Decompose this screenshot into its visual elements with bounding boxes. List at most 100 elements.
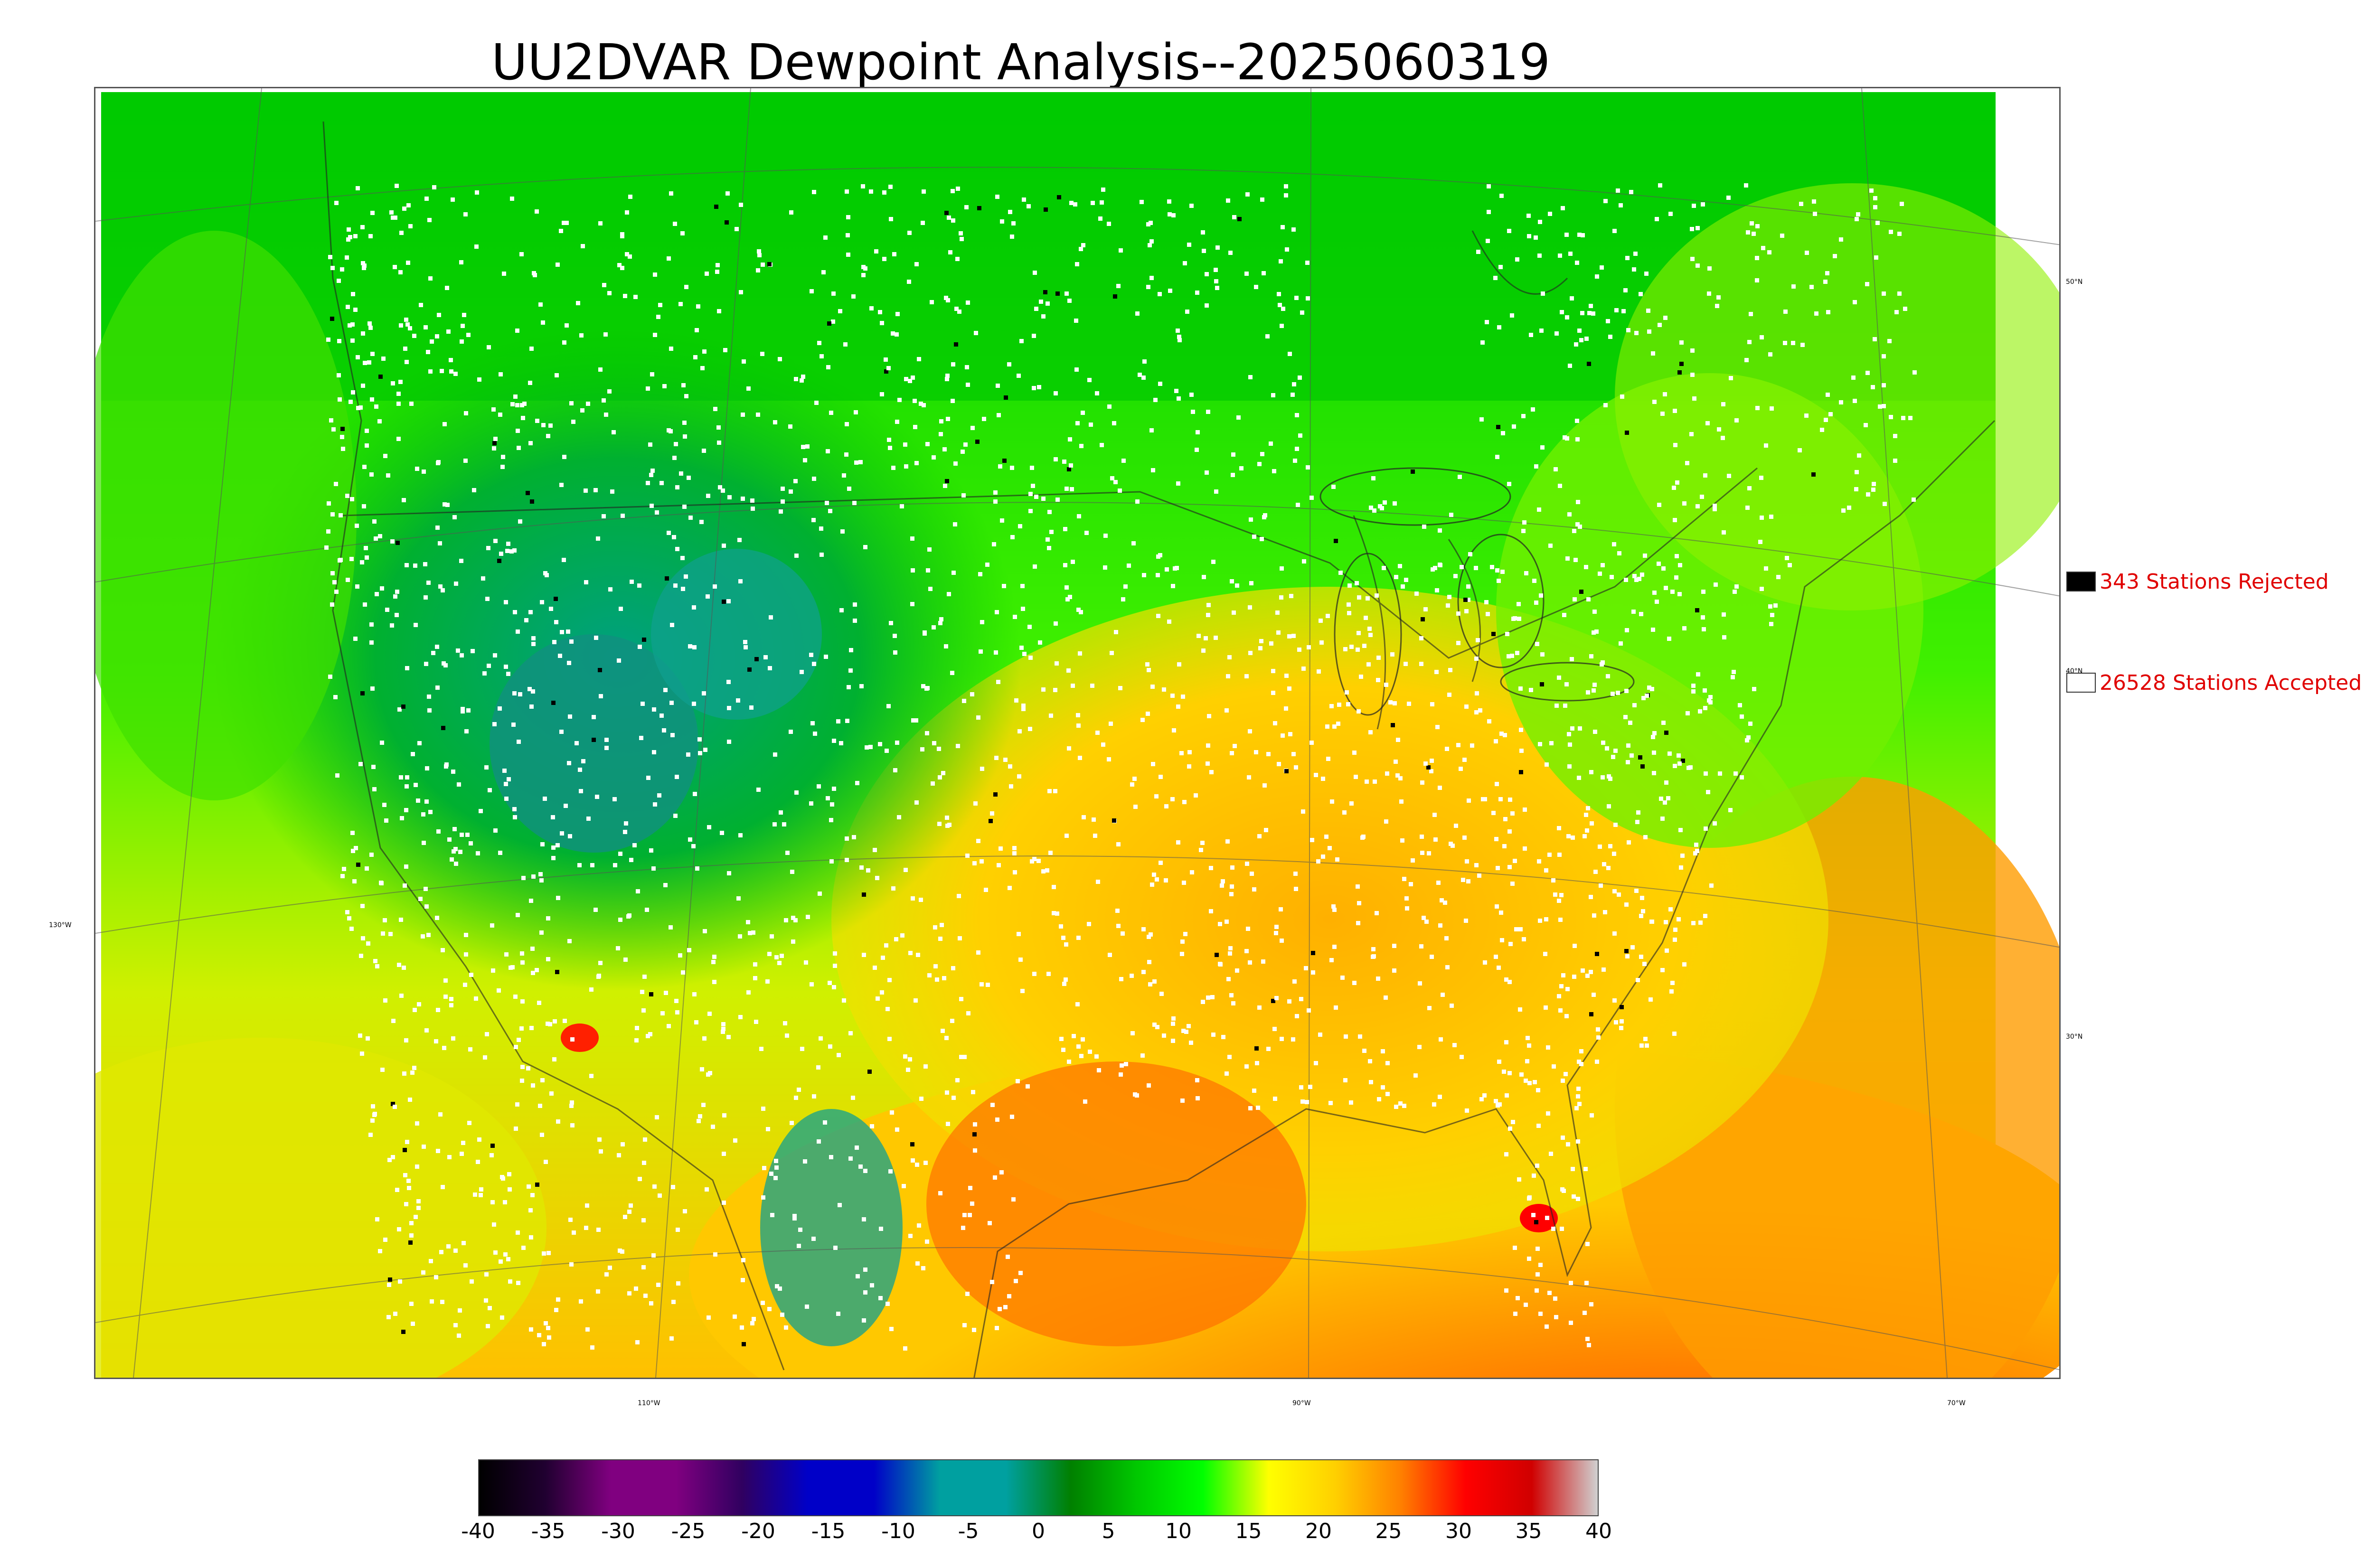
colorbar-tick-label: 25 bbox=[1375, 1519, 1402, 1543]
accepted-station-marker bbox=[364, 546, 368, 550]
accepted-station-marker bbox=[1558, 918, 1563, 922]
accepted-station-marker bbox=[488, 788, 492, 792]
accepted-station-marker bbox=[553, 1019, 557, 1023]
accepted-station-marker bbox=[1636, 810, 1640, 815]
accepted-station-marker bbox=[848, 668, 853, 673]
accepted-station-marker bbox=[1857, 453, 1861, 458]
accepted-station-marker bbox=[882, 190, 886, 195]
accepted-station-marker bbox=[1301, 809, 1305, 814]
accepted-station-marker bbox=[1574, 1106, 1579, 1110]
accepted-station-marker bbox=[646, 776, 650, 780]
accepted-station-marker bbox=[995, 1117, 999, 1122]
accepted-station-marker bbox=[996, 680, 1000, 684]
dewpoint-map[interactable] bbox=[95, 88, 2059, 1378]
accepted-station-marker bbox=[1356, 921, 1360, 925]
accepted-station-marker bbox=[999, 1170, 1004, 1174]
accepted-station-marker bbox=[1572, 529, 1576, 533]
accepted-station-marker bbox=[1619, 203, 1623, 207]
accepted-station-marker bbox=[440, 1300, 444, 1304]
accepted-station-marker bbox=[995, 610, 999, 614]
accepted-station-marker bbox=[1221, 1035, 1225, 1039]
accepted-station-marker bbox=[487, 345, 491, 349]
accepted-station-marker bbox=[1118, 686, 1122, 690]
accepted-station-marker bbox=[416, 798, 420, 803]
accepted-station-marker bbox=[506, 672, 510, 676]
accepted-station-marker bbox=[676, 1228, 680, 1232]
accepted-station-marker bbox=[948, 250, 952, 254]
accepted-station-marker bbox=[1119, 248, 1123, 253]
accepted-station-marker bbox=[1593, 870, 1598, 874]
accepted-station-marker bbox=[1589, 895, 1593, 899]
accepted-station-marker bbox=[1543, 952, 1547, 956]
accepted-station-marker bbox=[372, 787, 377, 791]
accepted-station-marker bbox=[1698, 920, 1703, 925]
accepted-station-marker bbox=[956, 744, 960, 748]
accepted-station-marker bbox=[366, 941, 370, 946]
accepted-station-marker bbox=[1007, 362, 1011, 366]
accepted-station-marker bbox=[636, 889, 640, 893]
accepted-station-marker bbox=[1459, 767, 1463, 771]
accepted-station-marker bbox=[1154, 794, 1159, 798]
accepted-station-marker bbox=[1682, 501, 1686, 506]
accepted-station-marker bbox=[1494, 955, 1498, 959]
accepted-station-marker bbox=[1745, 738, 1749, 742]
rejected-station-marker bbox=[862, 892, 866, 897]
accepted-station-marker bbox=[365, 555, 369, 560]
accepted-station-marker bbox=[556, 843, 560, 847]
accepted-station-marker bbox=[1209, 909, 1213, 913]
accepted-station-marker bbox=[1603, 199, 1608, 203]
accepted-station-marker bbox=[1100, 443, 1104, 447]
accepted-station-marker bbox=[1568, 252, 1573, 256]
accepted-station-marker bbox=[1539, 329, 1544, 333]
accepted-station-marker bbox=[1643, 1037, 1648, 1041]
accepted-station-marker bbox=[1652, 751, 1656, 755]
accepted-station-marker bbox=[1067, 1060, 1071, 1064]
accepted-station-marker bbox=[1384, 995, 1388, 1000]
accepted-station-marker bbox=[1664, 780, 1668, 785]
colorbar-tick-label: -10 bbox=[881, 1519, 915, 1543]
accepted-station-marker bbox=[1181, 695, 1185, 699]
accepted-station-marker bbox=[1590, 1113, 1594, 1117]
lon-label-90: 90°W bbox=[1292, 1399, 1311, 1407]
accepted-station-marker bbox=[1813, 212, 1817, 216]
accepted-station-marker bbox=[816, 1065, 820, 1070]
accepted-station-marker bbox=[669, 347, 673, 351]
accepted-station-marker bbox=[1274, 925, 1279, 929]
accepted-station-marker bbox=[679, 471, 683, 476]
accepted-station-marker bbox=[1207, 714, 1211, 718]
rejected-station-marker bbox=[497, 559, 501, 563]
accepted-station-marker bbox=[959, 997, 963, 1001]
accepted-station-marker bbox=[1912, 498, 1916, 502]
accepted-station-marker bbox=[498, 851, 502, 855]
accepted-station-marker bbox=[1703, 706, 1707, 710]
accepted-station-marker bbox=[1768, 604, 1772, 609]
accepted-station-marker bbox=[1034, 307, 1038, 311]
accepted-station-marker bbox=[805, 1305, 809, 1309]
accepted-station-marker bbox=[1746, 230, 1750, 235]
accepted-station-marker bbox=[464, 411, 468, 415]
accepted-station-marker bbox=[770, 1213, 774, 1217]
accepted-station-marker bbox=[538, 1104, 542, 1108]
accepted-station-marker bbox=[555, 373, 559, 377]
accepted-station-marker bbox=[397, 1227, 401, 1231]
accepted-station-marker bbox=[980, 859, 984, 864]
accepted-station-marker bbox=[1475, 691, 1479, 695]
accepted-station-marker bbox=[503, 1252, 508, 1257]
accepted-station-marker bbox=[1067, 746, 1071, 751]
accepted-station-marker bbox=[1230, 579, 1234, 583]
accepted-station-marker bbox=[1055, 498, 1060, 502]
accepted-station-marker bbox=[538, 302, 543, 307]
accepted-station-marker bbox=[671, 1185, 675, 1189]
map-panel[interactable]: 50°N 40°N 30°N 130°W 110°W 90°W 70°W bbox=[49, 87, 2082, 1407]
accepted-station-marker bbox=[1140, 1053, 1145, 1058]
accepted-station-marker bbox=[768, 666, 772, 670]
accepted-station-marker bbox=[1770, 406, 1774, 411]
accepted-station-marker bbox=[1345, 690, 1349, 695]
rejected-station-marker bbox=[649, 992, 653, 996]
accepted-station-marker bbox=[1404, 896, 1409, 901]
accepted-station-marker bbox=[1561, 1136, 1565, 1140]
accepted-station-marker bbox=[658, 1193, 662, 1198]
accepted-station-marker bbox=[1096, 880, 1100, 884]
accepted-station-marker bbox=[744, 645, 748, 649]
accepted-station-marker bbox=[750, 498, 754, 503]
